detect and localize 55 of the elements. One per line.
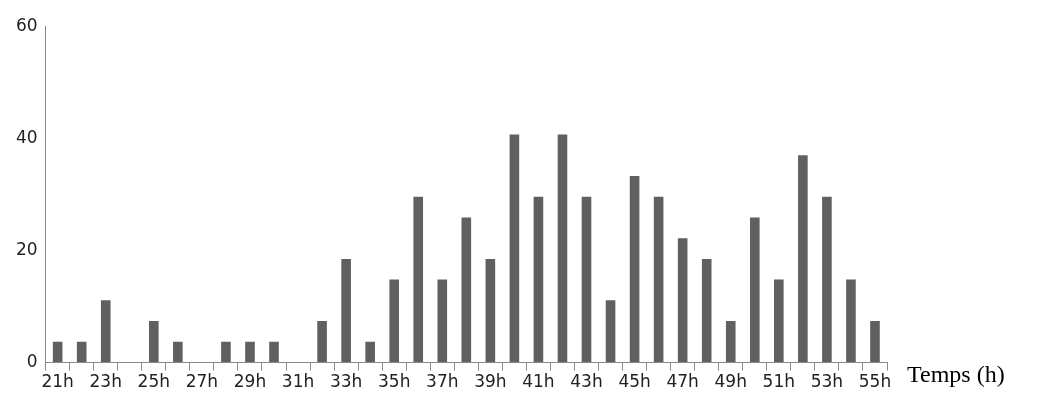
bar bbox=[725, 321, 736, 363]
x-tick-label: 27h bbox=[185, 371, 219, 392]
bar bbox=[653, 196, 664, 363]
bar bbox=[701, 258, 712, 363]
x-tick-label: 37h bbox=[426, 371, 459, 392]
x-tick-label: 49h bbox=[714, 371, 747, 392]
bar bbox=[173, 341, 183, 363]
bar bbox=[413, 196, 424, 363]
bar bbox=[437, 279, 448, 363]
bar bbox=[629, 175, 640, 363]
bar bbox=[245, 341, 255, 363]
x-tick-label: 23h bbox=[89, 371, 122, 392]
x-axis-title: Temps (h) bbox=[907, 360, 1005, 387]
bar bbox=[677, 238, 688, 363]
bar bbox=[605, 300, 616, 363]
x-tick-label: 51h bbox=[762, 371, 796, 392]
bar bbox=[533, 196, 544, 363]
bar bbox=[846, 279, 856, 363]
x-tick-label: 33h bbox=[329, 371, 363, 392]
bar bbox=[365, 341, 375, 363]
bar bbox=[76, 341, 87, 363]
bar bbox=[389, 279, 400, 363]
bar bbox=[149, 321, 159, 363]
bar bbox=[749, 217, 760, 363]
bar bbox=[317, 321, 327, 363]
x-tick-label: 41h bbox=[522, 371, 555, 392]
y-tick-label: 40 bbox=[15, 126, 38, 147]
bar bbox=[581, 196, 592, 363]
bar bbox=[870, 321, 880, 363]
x-tick-label: 39h bbox=[474, 371, 507, 392]
bar bbox=[557, 134, 568, 363]
y-tick-label: 20 bbox=[15, 238, 38, 259]
bar bbox=[509, 134, 520, 363]
y-tick-label: 0 bbox=[26, 351, 38, 372]
bar bbox=[221, 341, 231, 363]
bar bbox=[461, 217, 472, 363]
x-tick-label: 53h bbox=[810, 371, 844, 392]
bar bbox=[798, 155, 808, 363]
x-tick-label: 43h bbox=[570, 371, 603, 392]
y-tick-label: 60 bbox=[15, 14, 38, 35]
x-tick-label: 35h bbox=[378, 371, 411, 392]
bar bbox=[52, 341, 63, 363]
bar bbox=[774, 279, 784, 363]
x-tick-label: 47h bbox=[666, 371, 699, 392]
x-tick-label: 55h bbox=[858, 371, 892, 392]
x-tick-label: 45h bbox=[618, 371, 651, 392]
x-tick-label: 29h bbox=[233, 371, 267, 392]
bar bbox=[269, 341, 279, 363]
x-tick-label: 31h bbox=[281, 371, 315, 392]
bar bbox=[341, 258, 351, 363]
bar bbox=[485, 258, 496, 363]
bar bbox=[100, 300, 111, 363]
x-tick-label: 25h bbox=[137, 371, 171, 392]
x-tick-label: 21h bbox=[41, 371, 74, 392]
bar bbox=[822, 196, 832, 363]
